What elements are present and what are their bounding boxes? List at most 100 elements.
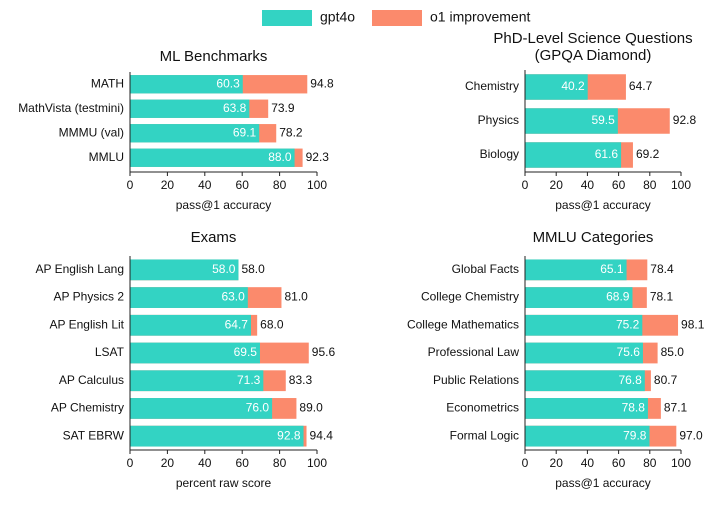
- chart-title: Exams: [191, 229, 237, 246]
- data-label: 95.6: [312, 345, 336, 359]
- bar: [130, 259, 239, 281]
- bar: [525, 342, 643, 364]
- data-label: 94.8: [310, 76, 334, 90]
- data-label: 64.7: [629, 79, 653, 93]
- data-label: 75.6: [617, 345, 641, 359]
- y-tick-label: College Chemistry: [421, 290, 519, 304]
- bar: [130, 314, 251, 336]
- x-axis-label: pass@1 accuracy: [555, 198, 651, 212]
- y-tick-label: Professional Law: [428, 345, 520, 359]
- data-label: 83.3: [289, 373, 313, 387]
- data-label: 92.8: [277, 428, 301, 442]
- x-tick-label: 40: [581, 178, 595, 192]
- data-label: 61.6: [595, 147, 619, 161]
- bar: [130, 75, 243, 94]
- data-label: 69.1: [233, 125, 257, 139]
- x-tick-label: 20: [550, 456, 564, 470]
- y-tick-label: College Mathematics: [407, 317, 519, 331]
- data-label: 89.0: [299, 401, 323, 415]
- y-tick-label: AP Chemistry: [51, 401, 124, 415]
- data-label: 97.0: [679, 428, 703, 442]
- bar: [130, 398, 273, 419]
- data-label: 79.8: [623, 428, 647, 442]
- data-label: 69.5: [234, 345, 258, 359]
- x-tick-label: 20: [161, 178, 175, 192]
- x-tick-label: 60: [612, 178, 626, 192]
- x-axis-label: pass@1 accuracy: [176, 198, 272, 212]
- x-axis-label: pass@1 accuracy: [555, 476, 651, 490]
- bar: [525, 287, 633, 308]
- data-label: 76.8: [618, 373, 642, 387]
- data-label: 78.2: [279, 125, 303, 139]
- data-label: 58.0: [212, 262, 236, 276]
- y-tick-label: AP Physics 2: [54, 290, 125, 304]
- data-label: 88.0: [268, 150, 292, 164]
- y-tick-label: Biology: [480, 147, 519, 161]
- bar: [130, 370, 264, 392]
- data-label: 63.8: [223, 101, 247, 115]
- bar: [525, 259, 627, 281]
- data-label: 92.8: [673, 113, 697, 127]
- y-tick-label: MMMU (val): [59, 125, 124, 139]
- bar: [130, 148, 295, 167]
- bar: [525, 74, 588, 100]
- data-label: 98.1: [681, 317, 705, 331]
- data-label: 40.2: [561, 79, 585, 93]
- x-axis-label: percent raw score: [176, 476, 272, 490]
- x-tick-label: 40: [198, 178, 212, 192]
- x-tick-label: 100: [671, 456, 691, 470]
- x-tick-label: 60: [612, 456, 626, 470]
- legend-label: o1 improvement: [430, 9, 530, 25]
- x-tick-label: 0: [127, 456, 134, 470]
- x-tick-label: 80: [273, 456, 287, 470]
- chart-title: ML Benchmarks: [160, 48, 268, 65]
- x-tick-label: 100: [307, 456, 327, 470]
- y-tick-label: Global Facts: [452, 262, 519, 276]
- data-label: 68.9: [606, 290, 630, 304]
- x-tick-label: 20: [161, 456, 175, 470]
- y-tick-label: SAT EBRW: [63, 428, 125, 442]
- data-label: 64.7: [225, 317, 249, 331]
- bar: [525, 314, 643, 336]
- data-label: 87.1: [664, 401, 688, 415]
- data-label: 85.0: [661, 345, 685, 359]
- chart-title: MMLU Categories: [533, 229, 654, 246]
- data-label: 78.4: [650, 262, 674, 276]
- data-label: 65.1: [600, 262, 624, 276]
- y-tick-label: Physics: [478, 113, 519, 127]
- data-label: 75.2: [616, 317, 640, 331]
- x-tick-label: 80: [643, 178, 657, 192]
- chart-subtitle: (GPQA Diamond): [535, 47, 652, 64]
- data-label: 60.3: [216, 76, 240, 90]
- bar: [130, 342, 260, 364]
- data-label: 78.1: [650, 290, 674, 304]
- y-tick-label: MMLU: [89, 150, 124, 164]
- x-tick-label: 40: [198, 456, 212, 470]
- x-tick-label: 0: [127, 178, 134, 192]
- x-tick-label: 80: [643, 456, 657, 470]
- y-tick-label: MathVista (testmini): [18, 101, 124, 115]
- y-tick-label: LSAT: [95, 345, 125, 359]
- y-tick-label: Chemistry: [465, 79, 519, 93]
- legend-label: gpt4o: [320, 9, 355, 25]
- data-label: 63.0: [221, 290, 245, 304]
- x-tick-label: 20: [550, 178, 564, 192]
- x-tick-label: 80: [273, 178, 287, 192]
- x-tick-label: 0: [522, 456, 529, 470]
- chart-title: PhD-Level Science Questions: [493, 30, 692, 47]
- bar: [525, 370, 645, 392]
- data-label: 80.7: [654, 373, 678, 387]
- y-tick-label: Econometrics: [446, 401, 519, 415]
- x-tick-label: 60: [236, 178, 250, 192]
- data-label: 92.3: [306, 150, 330, 164]
- bar: [130, 425, 304, 447]
- y-tick-label: Formal Logic: [450, 428, 519, 442]
- bar: [525, 108, 618, 134]
- data-label: 73.9: [271, 101, 295, 115]
- y-tick-label: MATH: [91, 76, 124, 90]
- data-label: 78.8: [622, 401, 646, 415]
- data-label: 68.0: [260, 317, 284, 331]
- y-tick-label: AP Calculus: [59, 373, 124, 387]
- bar: [525, 142, 622, 168]
- y-tick-label: Public Relations: [433, 373, 519, 387]
